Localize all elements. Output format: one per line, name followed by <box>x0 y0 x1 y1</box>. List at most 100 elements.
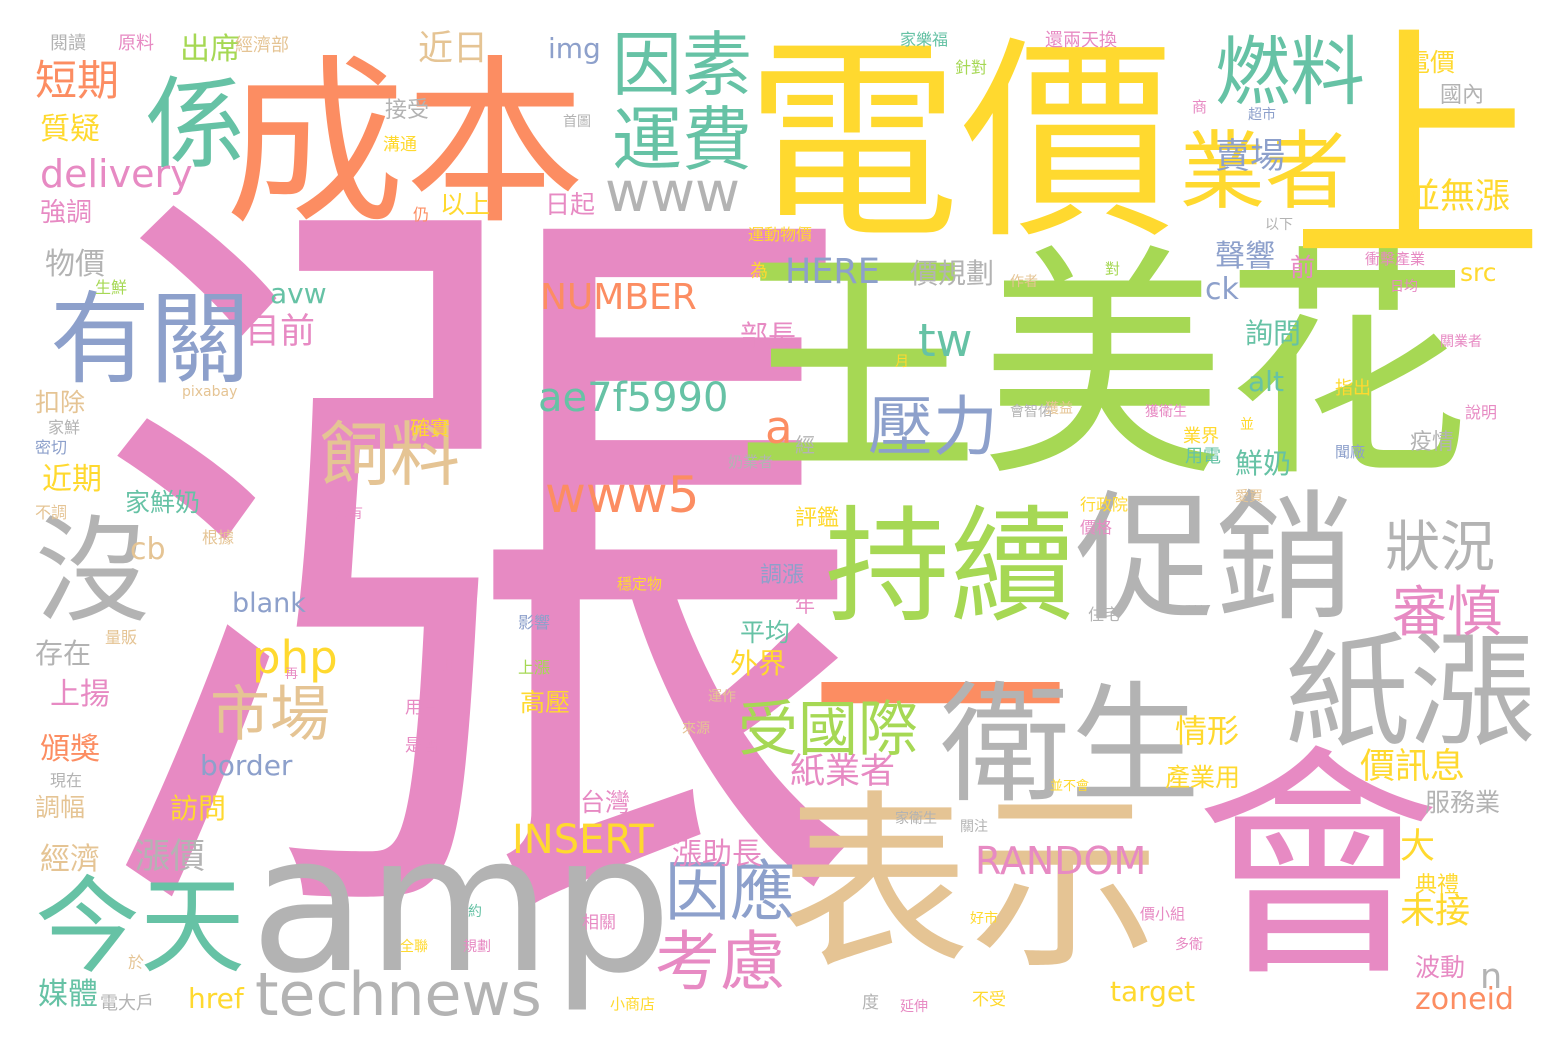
cloud-word: 漲助長 <box>672 837 762 872</box>
cloud-word: 商 <box>1192 98 1208 116</box>
cloud-word: href <box>188 982 244 1015</box>
cloud-word: 台灣 <box>580 788 631 817</box>
cloud-word: 作者 <box>1010 274 1038 290</box>
cloud-word: 家鮮 <box>48 418 81 437</box>
cloud-word: 聞廠 <box>1335 443 1366 461</box>
cloud-word: 以上 <box>440 190 491 219</box>
cloud-word: 家鮮奶 <box>125 488 201 517</box>
cloud-word: 調漲 <box>760 563 805 588</box>
cloud-word: 閱讀 <box>50 33 86 54</box>
cloud-word: 表示 <box>780 774 1161 995</box>
cloud-word: avw <box>270 277 327 310</box>
cloud-word: 確實 <box>410 416 450 440</box>
cloud-word: 規劃 <box>463 939 491 955</box>
cloud-word: 用戶 <box>405 698 439 718</box>
cloud-word: 住宅 <box>1088 605 1121 624</box>
cloud-word: 年 <box>795 593 815 617</box>
cloud-word: delivery <box>40 152 193 196</box>
cloud-word: blank <box>232 588 306 619</box>
cloud-word: n <box>1480 957 1503 997</box>
cloud-word: 受國際 <box>738 695 918 765</box>
cloud-word: 電價 <box>1405 48 1456 77</box>
cloud-word: 愛買 <box>1235 489 1263 505</box>
cloud-word: 原料 <box>118 33 154 54</box>
cloud-word: 一 <box>810 554 1070 856</box>
cloud-word: 服務業 <box>1425 788 1501 817</box>
cloud-word: 大 <box>1400 827 1436 867</box>
cloud-word: 業界 <box>1183 426 1219 447</box>
cloud-word: ae7f5990 <box>538 375 729 421</box>
cloud-word: 成本 <box>225 40 586 249</box>
cloud-word: 再 <box>285 667 299 682</box>
cloud-word: 物價 <box>45 247 105 282</box>
cloud-word: 並不會 <box>1050 779 1090 794</box>
cloud-word: 壓力 <box>868 390 999 465</box>
cloud-word: 密切 <box>35 438 68 457</box>
cloud-word: 經濟部 <box>235 35 289 56</box>
cloud-word: ck <box>1205 272 1239 307</box>
cloud-word: 不受 <box>972 990 1006 1010</box>
cloud-word: 近日 <box>418 29 489 69</box>
cloud-word: 穩定物 <box>617 575 663 593</box>
cloud-word: 典禮 <box>1415 873 1460 898</box>
cloud-word: cb <box>130 532 166 567</box>
cloud-word: 家樂福 <box>900 30 949 49</box>
cloud-word: 不調 <box>35 503 68 522</box>
cloud-word: 相 <box>440 657 454 673</box>
cloud-word: 燃料 <box>1215 28 1366 116</box>
cloud-word: 運動物價 <box>748 225 813 244</box>
cloud-word: border <box>200 749 293 782</box>
cloud-word: 考慮 <box>655 925 786 1000</box>
cloud-word: 未接 <box>1400 892 1471 932</box>
cloud-word: 關注 <box>960 819 988 835</box>
cloud-word: 影響 <box>518 613 551 632</box>
cloud-word: 漲價 <box>135 837 206 877</box>
cloud-word: pixabay <box>182 384 238 400</box>
cloud-word: 來源 <box>682 721 710 737</box>
cloud-word: 促銷 <box>1075 478 1356 641</box>
cloud-word: 為 <box>750 261 768 282</box>
cloud-word: 關業者 <box>1440 334 1482 350</box>
cloud-word: 以下 <box>1265 217 1293 233</box>
cloud-word: 出席 <box>180 32 240 67</box>
cloud-word: zoneid <box>1415 982 1514 1017</box>
cloud-word: 溝通 <box>383 135 417 155</box>
cloud-word: 針對 <box>955 58 988 77</box>
cloud-word: 會 <box>1195 725 1440 1010</box>
cloud-word: img <box>548 32 601 65</box>
cloud-word: 部長 <box>740 319 797 352</box>
cloud-word: target <box>1110 975 1196 1008</box>
cloud-word: technews <box>255 960 542 1030</box>
cloud-word: 聲響 <box>1215 239 1275 274</box>
cloud-word: 鮮奶 <box>1235 447 1292 480</box>
cloud-word: 日均 <box>1390 279 1418 295</box>
cloud-word: 會智佑 <box>1010 404 1052 420</box>
cloud-word: 接受 <box>385 98 430 123</box>
cloud-word: 行政院 <box>1080 495 1129 514</box>
cloud-word: php <box>252 631 338 684</box>
cloud-word: HERE <box>785 252 880 292</box>
cloud-word: 價格 <box>1080 518 1113 537</box>
cloud-word: 還兩天換 <box>1045 30 1117 51</box>
cloud-word: 業者 <box>1180 123 1351 222</box>
cloud-word: 奶業者 <box>728 453 774 471</box>
cloud-word: 詢問 <box>1245 317 1302 350</box>
cloud-word: 超市 <box>1248 107 1276 123</box>
cloud-word: 價小組 <box>1140 905 1186 923</box>
cloud-word: 今天 <box>35 866 246 988</box>
cloud-word: 獲益 <box>1045 401 1073 417</box>
cloud-word: 日起 <box>545 190 596 219</box>
cloud-word: 並無漲 <box>1405 177 1511 217</box>
cloud-word: 衛生 <box>940 669 1201 821</box>
cloud-word: 運作 <box>708 689 736 705</box>
cloud-word: 媒體 <box>38 977 98 1012</box>
cloud-word: 持續 <box>825 495 1075 640</box>
cloud-word: NUMBER <box>540 277 697 318</box>
cloud-word: 電價 <box>745 17 1175 268</box>
cloud-word: 相關 <box>582 913 616 933</box>
cloud-word: 於 <box>128 953 145 972</box>
cloud-word: 產業用 <box>1165 763 1241 792</box>
cloud-word: 審慎 <box>1392 580 1503 644</box>
cloud-word: www5 <box>545 466 700 524</box>
